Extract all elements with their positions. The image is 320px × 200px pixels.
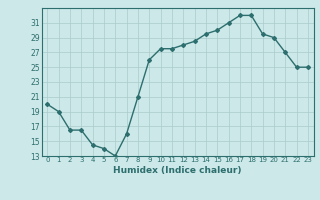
X-axis label: Humidex (Indice chaleur): Humidex (Indice chaleur) — [113, 166, 242, 175]
